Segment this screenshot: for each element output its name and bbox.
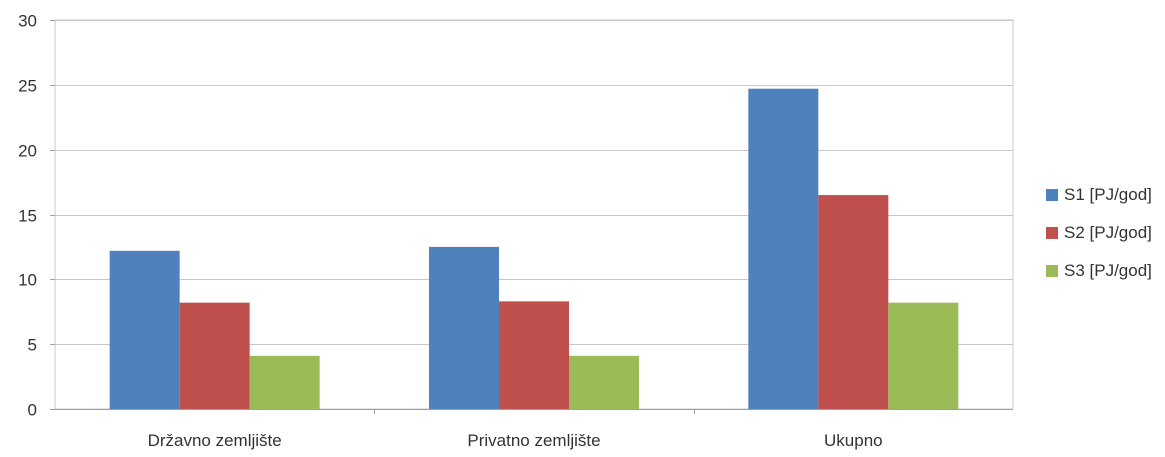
category-label: Ukupno <box>824 431 883 450</box>
y-tick-label: 0 <box>28 401 37 420</box>
bar-2-3 <box>818 195 889 409</box>
bar-1-1 <box>109 250 180 409</box>
y-tick-label: 10 <box>18 271 37 290</box>
bars <box>109 88 959 410</box>
legend-swatch <box>1046 227 1058 239</box>
x-axis: Državno zemljište Privatno zemljište Ukupn… <box>148 409 883 450</box>
category-label: Privatno zemljište <box>467 431 600 450</box>
bar-3-1 <box>249 355 320 409</box>
bar-2-2 <box>499 301 569 409</box>
legend-label: S1 [PJ/god] <box>1064 185 1152 204</box>
bar-2-1 <box>179 302 250 409</box>
category-label: Državno zemljište <box>148 431 282 450</box>
bar-3-3 <box>888 302 959 409</box>
bar-1-3 <box>748 88 819 410</box>
legend-swatch <box>1046 265 1058 277</box>
legend-label: S2 [PJ/god] <box>1064 223 1152 242</box>
bar-3-2 <box>569 355 639 409</box>
y-tick-label: 5 <box>28 336 37 355</box>
legend-swatch <box>1046 189 1058 201</box>
bar-1-2 <box>429 246 499 409</box>
y-tick-label: 30 <box>18 12 37 31</box>
y-tick-label: 25 <box>18 77 37 96</box>
legend: S1 [PJ/god] S2 [PJ/god] S3 [PJ/god] <box>1046 185 1152 280</box>
y-tick-label: 15 <box>18 207 37 226</box>
legend-label: S3 [PJ/god] <box>1064 261 1152 280</box>
y-tick-label: 20 <box>18 142 37 161</box>
y-axis: 0 5 10 15 20 25 30 <box>18 12 55 420</box>
